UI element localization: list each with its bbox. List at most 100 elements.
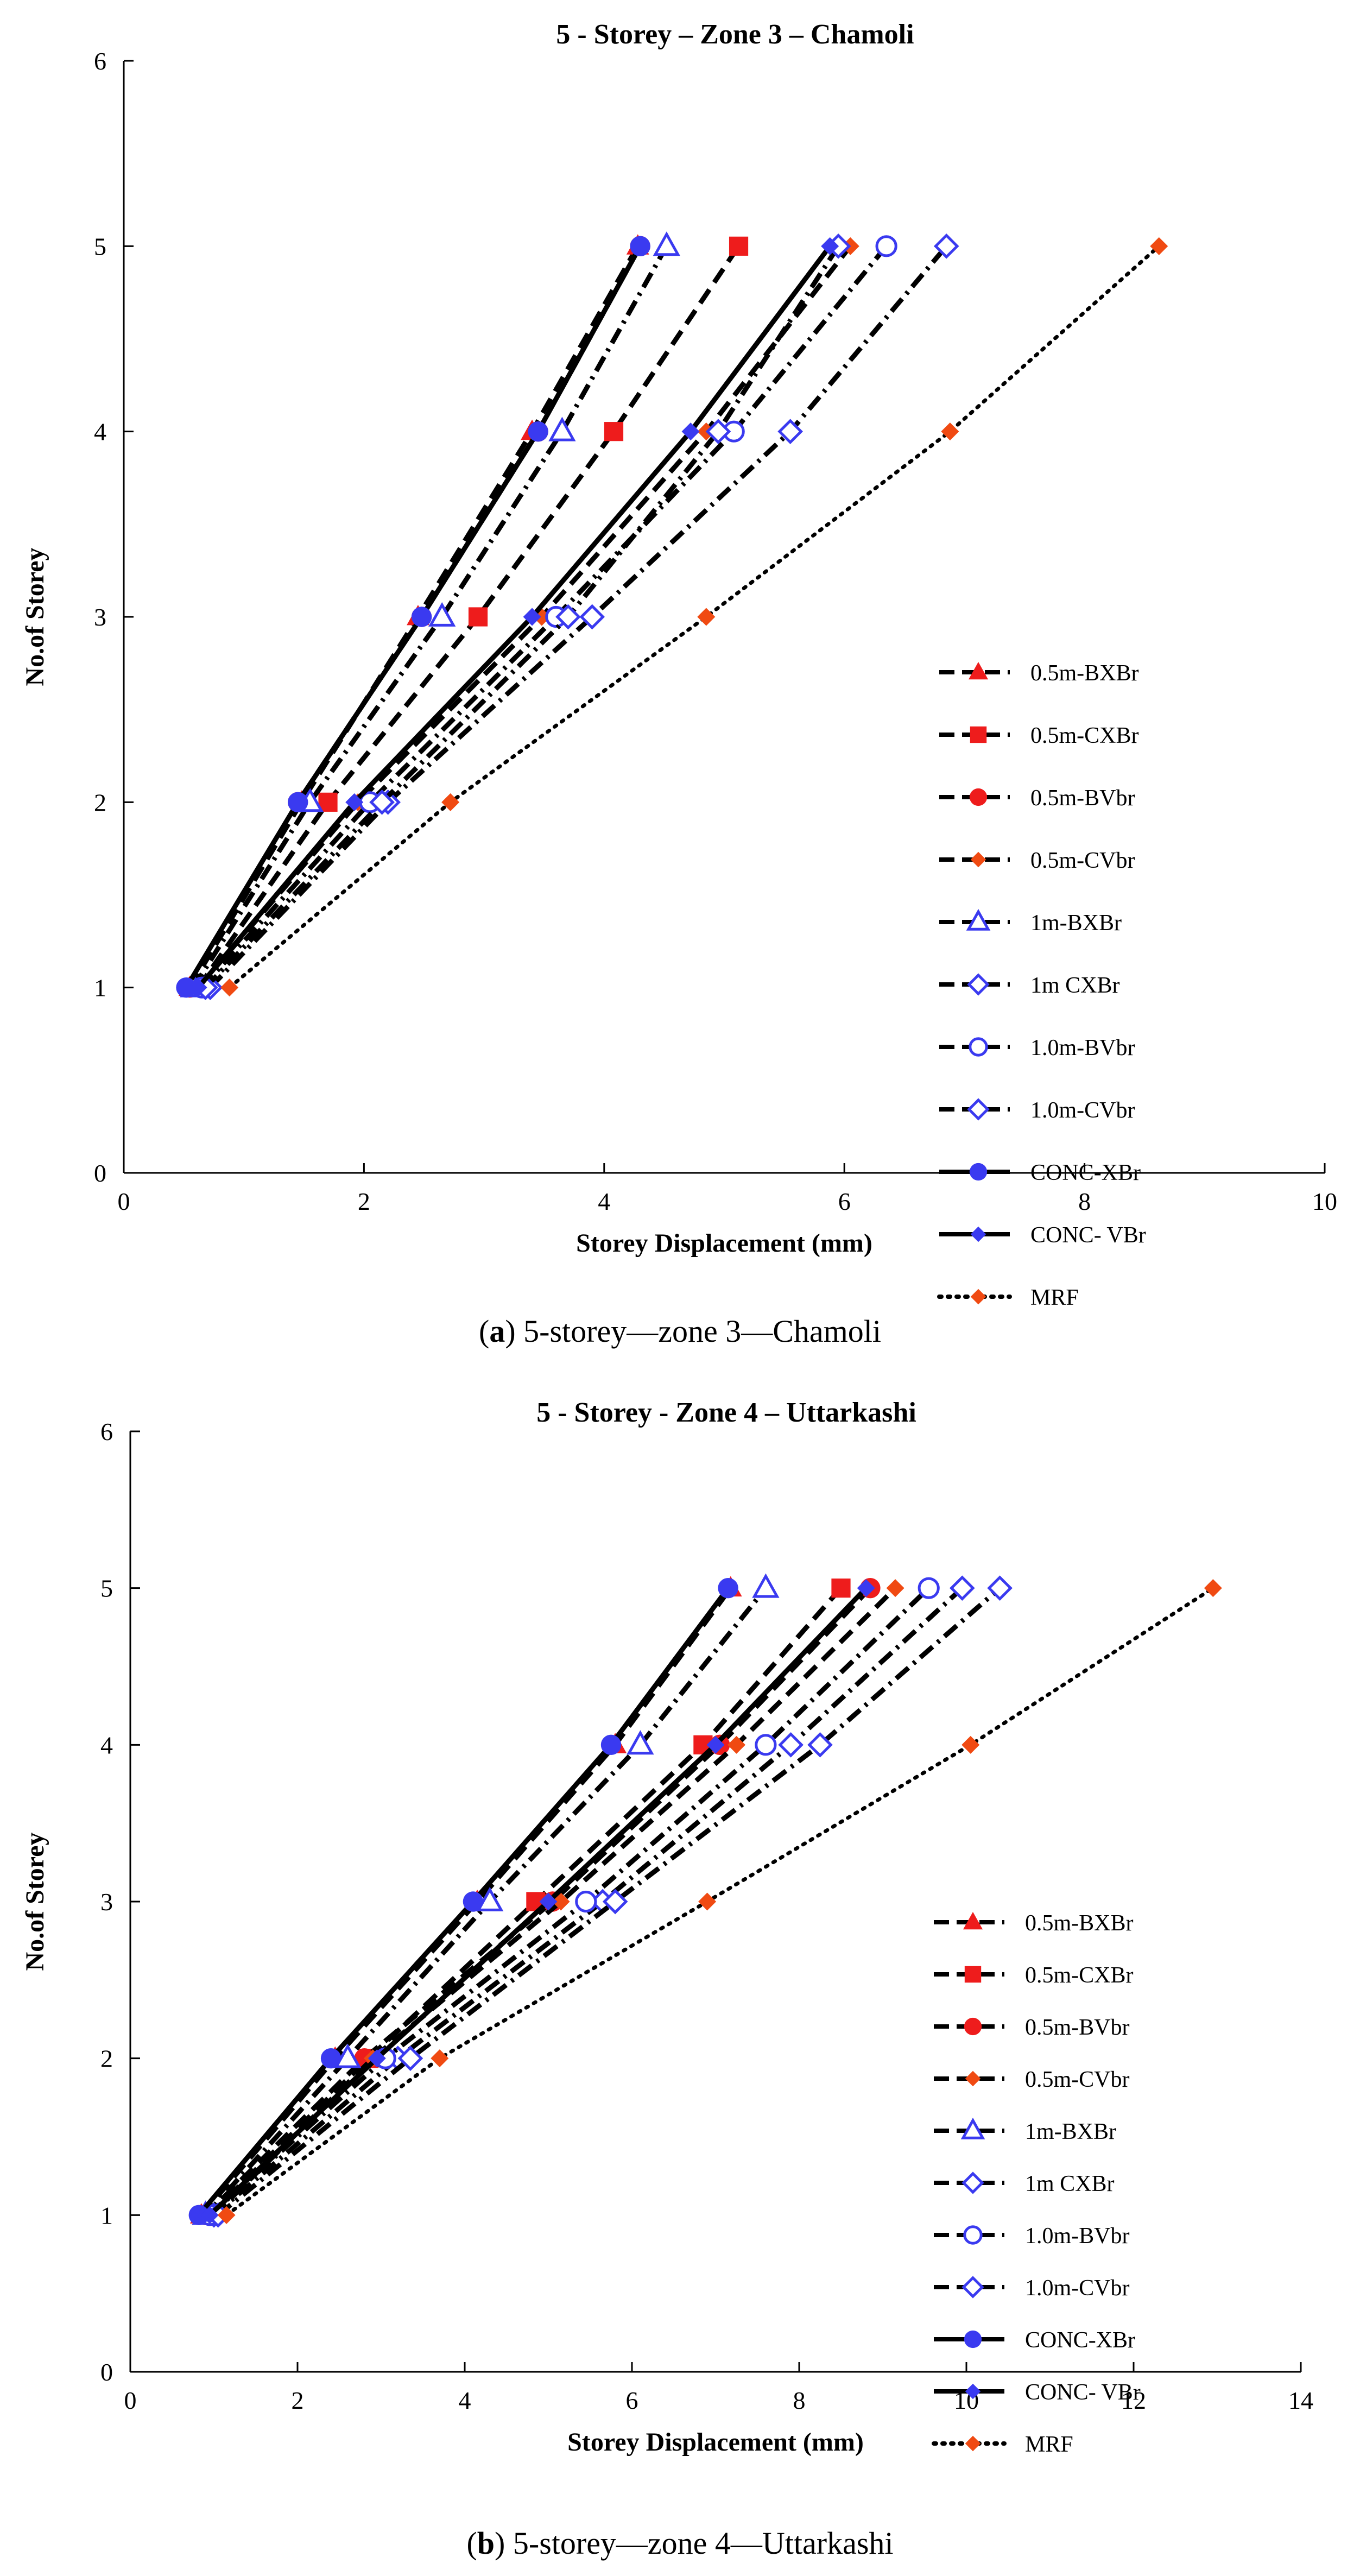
data-point (681, 422, 700, 441)
data-point (697, 608, 716, 626)
x-tick-label: 0 (118, 1188, 130, 1215)
data-point (288, 792, 308, 813)
legend-label: CONC- VBr (1025, 2380, 1141, 2405)
series-1-0m-cvbr (205, 1575, 1013, 2228)
series-line (199, 1586, 733, 2217)
legend-marker (963, 2225, 983, 2245)
legend-label: 0.5m-BXBr (1025, 1911, 1134, 1936)
data-point (397, 2045, 423, 2072)
legend-label: 1.0m-CVbr (1025, 2276, 1130, 2301)
legend: 0.5m-BXBr 0.5m-CXBr 0.5m-BVbr 0.5m-CVbr 1m-B… (932, 1911, 1141, 2457)
data-point (220, 978, 239, 997)
legend-label: 0.5m-BVbr (1025, 2015, 1130, 2040)
data-point (886, 1579, 904, 1598)
x-tick-label: 4 (598, 1188, 610, 1215)
legend-label: CONC- VBr (1030, 1223, 1146, 1248)
data-point (528, 421, 548, 442)
legend-label: 1m CXBr (1030, 973, 1120, 998)
data-point (653, 231, 680, 256)
legend-marker (970, 726, 987, 743)
legend-marker (963, 1912, 983, 1930)
legend-marker (970, 1289, 986, 1305)
series-line (212, 1586, 964, 2217)
y-tick-label: 6 (94, 47, 106, 75)
series-line (208, 1586, 843, 2217)
data-point (987, 1575, 1013, 1601)
data-point (334, 2043, 362, 2068)
legend-label: 0.5m-CXBr (1025, 1963, 1134, 1988)
y-axis-title: No.of Storey (21, 1832, 49, 1971)
legend-marker (969, 788, 988, 806)
series-0-5m-cxbr (188, 236, 749, 997)
legend-label: 1m-BXBr (1025, 2119, 1116, 2144)
x-tick-label: 0 (124, 2386, 137, 2414)
data-point (579, 604, 605, 630)
data-point (369, 789, 395, 815)
legend-marker (967, 1098, 990, 1121)
data-point (706, 1735, 725, 1754)
legend-marker (966, 908, 991, 931)
legend-label: CONC-XBr (1030, 1160, 1141, 1185)
y-tick-label: 2 (100, 2045, 113, 2073)
data-point (189, 978, 207, 997)
legend-label: CONC-XBr (1025, 2328, 1135, 2353)
chart-zone4-uttarkashi: 5 - Storey - Zone 4 – Uttarkashi01234560… (21, 1397, 1313, 2457)
legend-marker (964, 2330, 982, 2348)
x-tick-label: 2 (358, 1188, 370, 1215)
series-0-5m-cxbr (200, 1579, 851, 2225)
y-tick-label: 0 (100, 2358, 113, 2386)
chart-title: 5 - Storey - Zone 4 – Uttarkashi (536, 1397, 916, 1428)
data-point (949, 1575, 975, 1601)
data-point (604, 422, 624, 441)
data-point (821, 237, 839, 255)
data-point (441, 793, 460, 811)
legend-marker (967, 973, 990, 996)
legend-marker (964, 2017, 982, 2036)
legend-marker (969, 1037, 988, 1057)
series-line (191, 245, 669, 989)
legend-label: 0.5m-BVbr (1030, 786, 1135, 811)
y-tick-label: 3 (100, 1888, 113, 1916)
y-tick-label: 0 (94, 1159, 106, 1187)
x-tick-label: 4 (459, 2386, 471, 2414)
data-point (411, 607, 432, 627)
legend-marker (970, 1226, 986, 1242)
data-point (368, 2049, 386, 2068)
legend-label: MRF (1030, 1285, 1079, 1309)
legend-marker (960, 2117, 985, 2139)
data-point (729, 236, 749, 256)
x-tick-label: 2 (292, 2386, 304, 2414)
legend-label: 1m CXBr (1025, 2171, 1115, 2196)
x-tick-label: 12 (1121, 2386, 1146, 2414)
data-point (600, 1734, 622, 1756)
series-line (212, 1586, 897, 2217)
y-tick-label: 4 (94, 418, 106, 446)
y-tick-label: 3 (94, 603, 106, 631)
data-point (755, 1734, 777, 1756)
y-tick-label: 6 (100, 1418, 113, 1445)
data-point (476, 1886, 504, 1911)
legend-label: 1.0m-BVbr (1025, 2224, 1130, 2249)
legend-label: 0.5m-BXBr (1030, 661, 1139, 686)
legend-label: MRF (1025, 2432, 1073, 2457)
data-point (698, 1892, 717, 1911)
data-point (602, 1889, 628, 1915)
legend-marker (962, 2171, 984, 2194)
data-point (705, 419, 731, 445)
y-tick-label: 2 (94, 788, 106, 816)
data-point (831, 1579, 851, 1598)
series-conc-xbr (176, 236, 650, 998)
data-point (918, 1577, 940, 1599)
series-1m-bxbr (192, 1573, 780, 2225)
data-point (320, 2048, 341, 2069)
legend-marker (969, 1163, 988, 1181)
series-line (208, 244, 948, 989)
y-tick-label: 5 (94, 232, 106, 260)
data-point (728, 1735, 745, 1754)
y-tick-label: 1 (100, 2201, 113, 2229)
x-tick-label: 6 (626, 2386, 638, 2414)
data-point (941, 422, 959, 441)
series-line (196, 244, 832, 989)
y-tick-label: 4 (100, 1731, 113, 1759)
series-line (196, 244, 741, 989)
